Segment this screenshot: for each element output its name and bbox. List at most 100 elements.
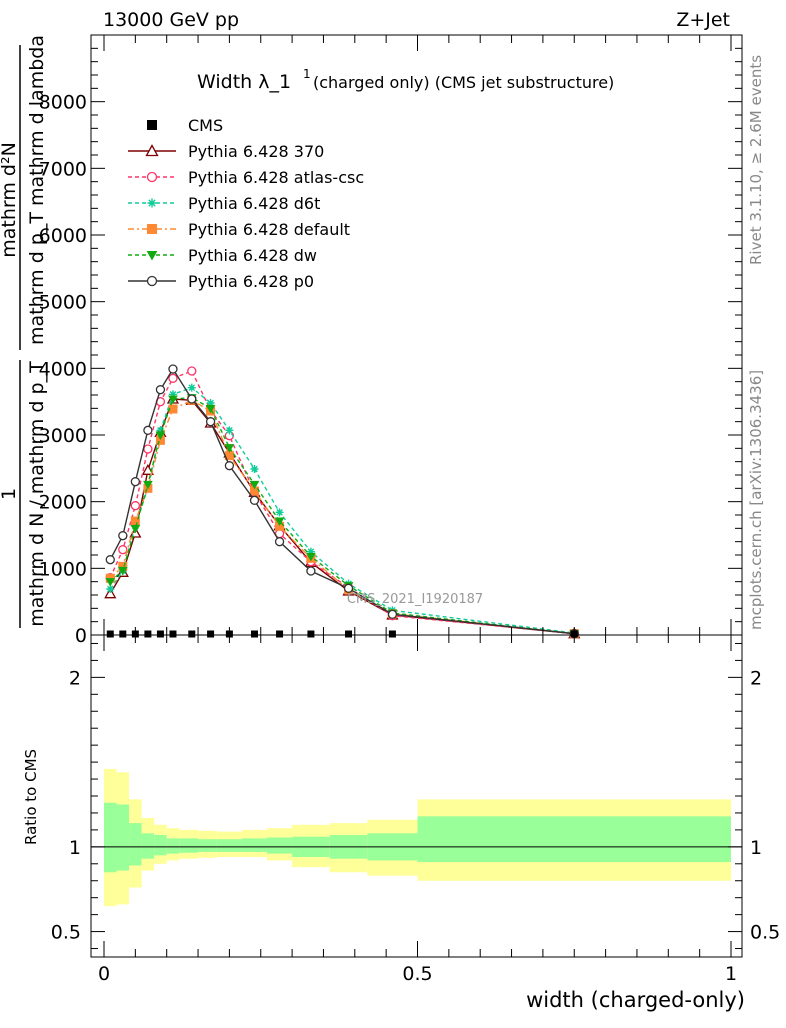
legend-label: Pythia 6.428 370: [188, 142, 324, 161]
cms-data-point: [144, 630, 152, 638]
series-point-5: [105, 578, 116, 587]
legend-marker: [146, 171, 158, 183]
series-point-6: [168, 364, 178, 374]
plot-title: Width λ_1 1 (charged only) (CMS jet subs…: [197, 67, 614, 93]
ylabel-frac-num: 1: [0, 488, 20, 500]
ratio-ylabel: Ratio to CMS: [22, 749, 40, 845]
series-point-6: [155, 385, 166, 395]
ylabel-num: mathrm d²N: [0, 142, 20, 258]
series-point-5: [249, 480, 260, 490]
cms-data-point: [388, 630, 396, 638]
series-point-2: [143, 444, 153, 454]
rivet-label: Rivet 3.1.10, ≥ 2.6M events: [747, 55, 765, 265]
series-point-3: [156, 426, 165, 435]
series-line-5: [109, 396, 575, 635]
ratio-band-green: [129, 823, 142, 866]
series-point-6: [387, 609, 398, 619]
series-point-5: [117, 566, 128, 576]
series-point-6: [306, 566, 316, 576]
series-point-3: [225, 426, 234, 435]
xtick-label: 0.5: [402, 963, 432, 985]
ratio-band-green: [166, 838, 180, 854]
legend-label: Pythia 6.428 d6t: [188, 194, 320, 213]
title-sup: 1: [303, 67, 311, 81]
series-point-2: [130, 501, 141, 511]
ratio-ytick-label-right: 2: [750, 667, 762, 689]
ratio-frame: [90, 634, 743, 958]
series-point-1: [104, 587, 117, 599]
cms-data-point: [169, 630, 177, 638]
cms-data-point: [119, 630, 127, 638]
series-point-1: [141, 463, 154, 475]
x-axis-ticks: 0 0.5 1: [98, 35, 737, 985]
main-ytick-label: 3000: [39, 425, 87, 447]
legend-marker: [147, 198, 157, 208]
series-line-2: [109, 370, 575, 635]
series-point-3: [306, 547, 315, 556]
series-point-6: [118, 531, 128, 541]
legend-label: CMS: [188, 116, 223, 135]
process-label: Z+Jet: [676, 9, 730, 31]
legend: CMS Pythia 6.428 370 Pythia 6.428 atlas-cs…: [128, 116, 364, 291]
legend-marker: [147, 120, 157, 130]
energy-label: 13000 GeV pp: [103, 9, 239, 31]
legend-marker: [147, 224, 157, 234]
series-point-6: [187, 394, 197, 404]
ratio-ytick-label-right: 0.5: [750, 922, 780, 944]
series-point-5: [274, 517, 285, 527]
series-point-2: [118, 545, 128, 555]
legend-marker: [145, 144, 159, 157]
series-point-5: [224, 444, 235, 453]
series-point-5: [155, 431, 166, 441]
legend-label: Pythia 6.428 p0: [188, 272, 314, 291]
xtick-label: 0: [98, 963, 110, 985]
series-line-1: [109, 398, 575, 635]
cms-data-point: [276, 630, 284, 638]
series-point-3: [206, 399, 215, 407]
main-ytick-label: 6000: [39, 225, 87, 247]
ratio-ytick-label-right: 1: [750, 837, 762, 859]
cms-data-point: [207, 630, 215, 638]
series-point-6: [143, 425, 153, 435]
series-point-6: [224, 461, 235, 471]
ylabel-frac-den: mathrm d N / mathrm d p_T: [26, 361, 48, 627]
series-point-3: [106, 585, 115, 593]
ratio-band-green: [417, 816, 731, 863]
ratio-band-green: [116, 804, 130, 871]
series-point-3: [275, 508, 284, 517]
title-main: Width λ_1: [197, 71, 291, 93]
ratio-band-green: [154, 834, 167, 856]
ratio-band-green: [241, 838, 268, 852]
series-point-6: [105, 555, 115, 565]
title-sub: (charged only) (CMS jet substructure): [313, 73, 614, 92]
legend-label: Pythia 6.428 default: [188, 220, 350, 239]
cms-data-point: [345, 630, 353, 638]
main-ytick-label: 4000: [39, 358, 87, 380]
cms-data-point: [106, 630, 114, 638]
y-axis-label: 1 mathrm d N / mathrm d p_T mathrm d²N m…: [0, 35, 48, 628]
main-ytick-label: 0: [75, 625, 87, 647]
series-point-6: [205, 417, 216, 427]
series-point-3: [187, 383, 196, 392]
main-axis-ticks: 0 1000 2000 3000 4000 5000 6000 7000 8000: [39, 47, 742, 647]
ratio-band-green: [198, 839, 217, 852]
ratio-plot: 0.5 0.5 1 1 2 2 Ratio to CMS: [22, 634, 780, 958]
ratio-band-green: [104, 802, 117, 873]
series-line-3: [109, 386, 575, 634]
legend-marker: [146, 275, 158, 287]
series-point-6: [274, 537, 285, 547]
main-ytick-label: 1000: [39, 558, 87, 580]
mcplots-label: mcplots.cern.ch [arXiv:1306.3436]: [747, 370, 765, 630]
ratio-ytick-label: 2: [69, 667, 81, 689]
legend-marker: [146, 251, 158, 261]
main-plot: 0 1000 2000 3000 4000 5000 6000 7000 8000 CMS_20…: [39, 34, 743, 647]
watermark: CMS_2021_I1920187: [347, 592, 483, 607]
series-point-6: [130, 477, 141, 487]
legend-label: Pythia 6.428 dw: [188, 246, 317, 265]
ylabel-den: mathrm d p_T mathrm d lambda: [26, 35, 48, 345]
series-point-3: [168, 390, 177, 399]
series-line-6: [109, 367, 575, 635]
main-ytick-label: 5000: [39, 292, 87, 314]
ratio-band-green: [216, 839, 242, 852]
cms-data-point: [307, 630, 315, 638]
